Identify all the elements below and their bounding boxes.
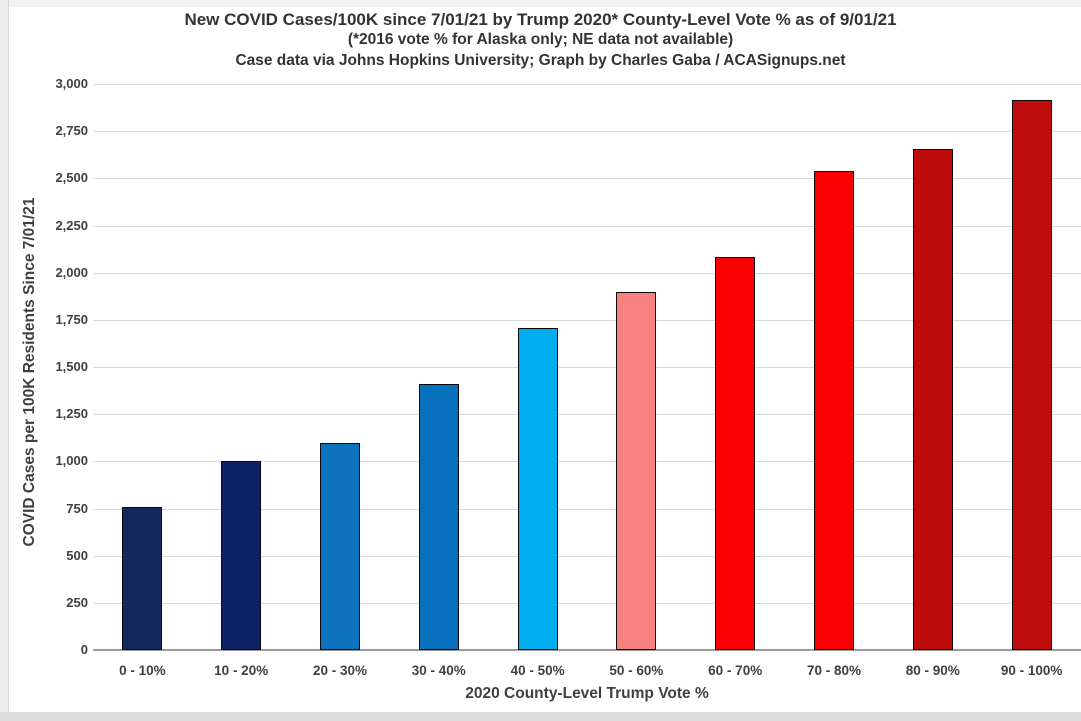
y-tick-label: 2,750	[55, 123, 88, 139]
y-tick-label: 500	[66, 547, 88, 563]
top-edge-strip	[0, 0, 1081, 7]
gridline	[93, 178, 1081, 180]
x-tick-label: 40 - 50%	[510, 663, 565, 678]
y-tick-label: 750	[66, 500, 88, 516]
bar	[616, 291, 657, 650]
gridline	[93, 367, 1081, 368]
bar	[221, 461, 262, 650]
x-axis-tick-labels: 0 - 10% 10 - 20% 20 - 30% 30 - 40% 40 - 50% 5…	[93, 663, 1081, 681]
y-tick-label: 1,000	[55, 453, 88, 469]
y-tick-label: 1,750	[55, 311, 88, 327]
y-tick-label: 3,000	[55, 76, 88, 91]
chart-title-line-3: Case data via Johns Hopkins University; …	[235, 51, 846, 69]
x-axis-line	[93, 649, 1081, 651]
chart-title-block: New COVID Cases/100K since 7/01/21 by Tr…	[0, 9, 1081, 71]
chart-title-line-2: (*2016 vote % for Alaska only; NE data n…	[347, 31, 734, 48]
x-tick-label: 60 - 70%	[708, 663, 763, 678]
x-tick-label: 0 - 10%	[119, 663, 166, 678]
y-tick-label: 0	[80, 642, 88, 657]
bar	[715, 256, 756, 650]
x-tick-label: 90 - 100%	[1000, 663, 1063, 678]
gridline	[93, 225, 1081, 227]
gridline	[93, 602, 1081, 604]
bottom-edge-strip	[0, 712, 1081, 721]
gridline	[93, 461, 1081, 463]
y-tick-label: 1,250	[55, 406, 88, 422]
gridline	[93, 84, 1081, 85]
gridline	[93, 319, 1081, 321]
bar	[122, 506, 163, 650]
x-tick-label: 50 - 60%	[609, 663, 664, 678]
gridline	[93, 272, 1081, 274]
x-tick-label: 70 - 80%	[806, 663, 862, 678]
bar	[517, 328, 558, 650]
bar	[814, 170, 854, 650]
gridline	[93, 131, 1081, 133]
y-tick-label: 2,000	[55, 264, 88, 280]
x-tick-label: 30 - 40%	[411, 663, 466, 678]
chart-title-line-1: New COVID Cases/100K since 7/01/21 by Tr…	[184, 10, 897, 29]
y-tick-label: 250	[66, 594, 88, 610]
x-tick-label: 80 - 90%	[905, 663, 960, 678]
gridline	[93, 508, 1081, 510]
x-tick-label: 20 - 30%	[312, 663, 368, 678]
bar	[1011, 100, 1052, 650]
gridline	[93, 414, 1081, 416]
x-tick-label: 10 - 20%	[214, 663, 269, 678]
gridline	[93, 555, 1081, 557]
left-edge-strip	[0, 0, 9, 721]
y-axis-tick-labels: 0 250 500 750 1,000 1,250 1,500 1,750 2,000 2,250…	[0, 0, 88, 721]
bar	[912, 149, 953, 650]
y-tick-label: 2,250	[55, 217, 88, 233]
plot-area	[93, 84, 1081, 651]
y-tick-label: 1,500	[55, 359, 88, 374]
y-tick-label: 2,500	[55, 170, 88, 186]
bar	[418, 383, 459, 650]
bar	[320, 443, 360, 650]
x-axis-title: 2020 County-Level Trump Vote %	[465, 685, 709, 702]
